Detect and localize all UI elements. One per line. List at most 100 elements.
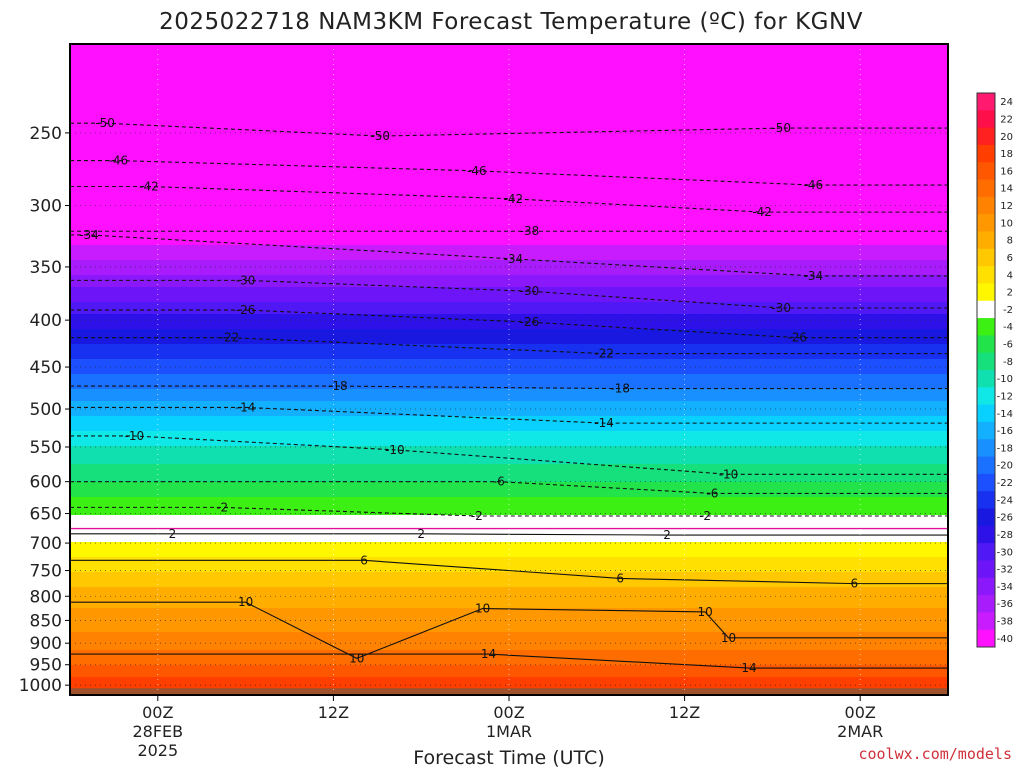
x-tick-label: 00Z bbox=[493, 703, 524, 722]
colorbar-swatch bbox=[977, 370, 995, 388]
colorbar-swatch bbox=[977, 335, 995, 354]
temperature-band bbox=[70, 590, 948, 594]
temperature-band bbox=[70, 236, 948, 240]
temperature-band bbox=[70, 614, 948, 618]
temperature-band bbox=[70, 515, 948, 519]
temperature-band bbox=[70, 407, 948, 411]
temperature-band bbox=[70, 476, 948, 480]
temperature-band bbox=[70, 431, 948, 435]
temperature-band bbox=[70, 155, 948, 159]
temperature-band bbox=[70, 419, 948, 423]
colorbar-swatch bbox=[977, 266, 995, 284]
temperature-band bbox=[70, 284, 948, 288]
temperature-band bbox=[70, 329, 948, 333]
temperature-band bbox=[70, 554, 948, 558]
colorbar-swatch bbox=[977, 352, 995, 371]
temperature-band bbox=[70, 509, 948, 513]
temperature-band bbox=[70, 686, 948, 690]
temperature-band bbox=[70, 95, 948, 99]
temperature-band bbox=[70, 677, 948, 681]
temperature-band bbox=[70, 425, 948, 429]
temperature-band bbox=[70, 116, 948, 120]
colorbar-swatch bbox=[977, 231, 995, 250]
temperature-band bbox=[70, 344, 948, 348]
colorbar-swatch bbox=[977, 421, 995, 440]
temperature-band bbox=[70, 224, 948, 228]
temperature-band bbox=[70, 650, 948, 654]
contour-label: -46 bbox=[108, 154, 128, 168]
colorbar-label: 8 bbox=[1007, 236, 1013, 247]
temperature-band bbox=[70, 629, 948, 633]
temperature-band bbox=[70, 104, 948, 108]
temperature-band bbox=[70, 260, 948, 264]
colorbar-swatch bbox=[977, 629, 995, 648]
contour-label: 10 bbox=[721, 631, 736, 645]
temperature-band bbox=[70, 47, 948, 51]
temperature-band bbox=[70, 575, 948, 579]
contour-label: -30 bbox=[520, 284, 540, 298]
colorbar-label: 6 bbox=[1007, 253, 1013, 264]
temperature-band bbox=[70, 440, 948, 444]
temperature-band bbox=[70, 350, 948, 354]
ground-surface bbox=[70, 688, 948, 695]
contour-label: -30 bbox=[236, 273, 256, 287]
temperature-band bbox=[70, 266, 948, 270]
temperature-band bbox=[70, 455, 948, 459]
temperature-band bbox=[70, 206, 948, 210]
temperature-band bbox=[70, 197, 948, 201]
isotherm-line bbox=[70, 533, 948, 536]
temperature-band bbox=[70, 662, 948, 666]
temperature-band bbox=[70, 305, 948, 309]
temperature-band bbox=[70, 92, 948, 96]
temperature-band bbox=[70, 434, 948, 438]
contour-label: -46 bbox=[467, 164, 487, 178]
colorbar-label: 20 bbox=[1000, 132, 1013, 143]
temperature-band bbox=[70, 602, 948, 606]
temperature-band bbox=[70, 287, 948, 291]
temperature-band bbox=[70, 470, 948, 474]
colorbar-label: -40 bbox=[997, 634, 1013, 645]
temperature-band bbox=[70, 200, 948, 204]
temperature-band bbox=[70, 524, 948, 528]
temperature-band bbox=[70, 389, 948, 393]
colorbar-label: 10 bbox=[1000, 218, 1013, 229]
temperature-band bbox=[70, 335, 948, 339]
contour-label: -26 bbox=[236, 303, 256, 317]
contour-label: -34 bbox=[79, 228, 99, 242]
temperature-band bbox=[70, 464, 948, 468]
temperature-band bbox=[70, 422, 948, 426]
contour-label: -26 bbox=[520, 315, 540, 329]
temperature-band bbox=[70, 374, 948, 378]
temperature-band bbox=[70, 506, 948, 510]
y-tick-label: 900 bbox=[30, 634, 62, 654]
colorbar-label: -12 bbox=[997, 391, 1013, 402]
contour-label: -42 bbox=[504, 192, 524, 206]
y-tick-label: 550 bbox=[30, 438, 62, 458]
y-tick-label: 400 bbox=[30, 311, 62, 331]
y-tick-label: 950 bbox=[30, 656, 62, 676]
temperature-band bbox=[70, 71, 948, 75]
contour-label: 14 bbox=[741, 661, 756, 675]
y-tick-label: 700 bbox=[30, 534, 62, 554]
colorbar-label: -8 bbox=[1003, 357, 1013, 368]
contour-label: 2 bbox=[417, 527, 425, 541]
temperature-band bbox=[70, 239, 948, 243]
temperature-band bbox=[70, 377, 948, 381]
x-tick-label: 1MAR bbox=[486, 722, 532, 741]
temperature-band bbox=[70, 497, 948, 501]
y-tick-label: 850 bbox=[30, 611, 62, 631]
temperature-band bbox=[70, 644, 948, 648]
contour-label: -6 bbox=[706, 486, 718, 500]
colorbar-label: -28 bbox=[997, 530, 1013, 541]
colorbar-swatch bbox=[977, 577, 995, 596]
temperature-band bbox=[70, 296, 948, 300]
temperature-band bbox=[70, 290, 948, 294]
contour-label: 6 bbox=[851, 577, 859, 591]
contour-label: -2 bbox=[699, 509, 711, 523]
colorbar-swatch bbox=[977, 439, 995, 457]
colorbar-label: -6 bbox=[1003, 340, 1013, 351]
temperature-band bbox=[70, 209, 948, 213]
temperature-band bbox=[70, 410, 948, 414]
temperature-band bbox=[70, 50, 948, 54]
